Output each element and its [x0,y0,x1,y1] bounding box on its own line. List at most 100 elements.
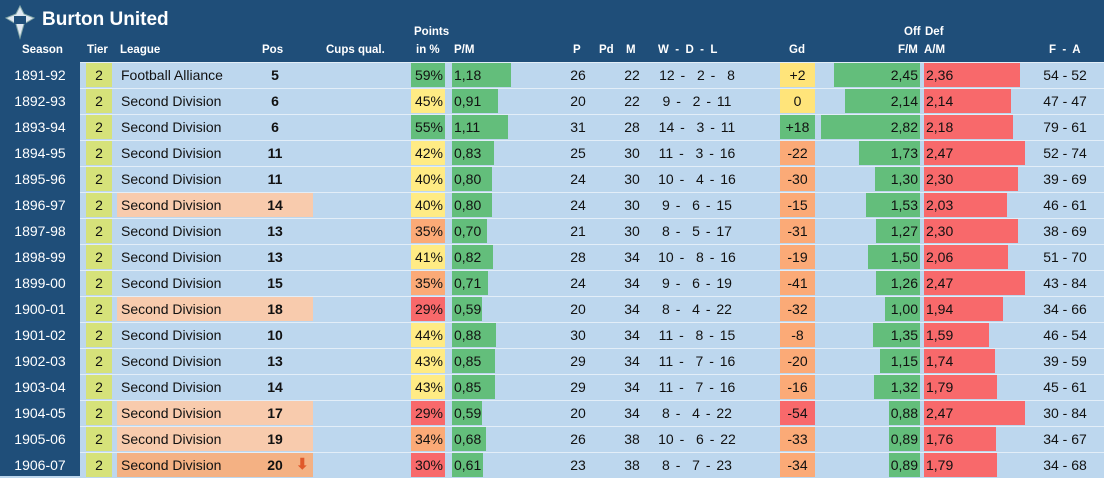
pos-cell: 11 [267,145,283,161]
points-cell: 25 [570,145,586,161]
goals-for-against-cell: 39 - 69 [1043,171,1087,187]
goal-diff-cell: -34 [780,453,815,477]
points-cell: 24 [570,171,586,187]
off-header: Off [904,26,921,38]
goals-for-against-cell: 43 - 84 [1043,275,1087,291]
matches-cell: 30 [624,223,640,239]
goal-diff-cell: -30 [780,167,815,191]
points-per-match-bar: 0,85 [452,349,495,373]
points-per-match-bar: 0,80 [452,193,492,217]
points-per-match-bar: 0,85 [452,375,495,399]
matches-cell: 22 [624,93,640,109]
season-cell: 1903-04 [14,379,66,395]
m-header: M [626,44,636,56]
season-cell: 1902-03 [14,353,66,369]
table-row[interactable]: 1894-95 2 Second Division 11 42% 0,83 25 30 11 -… [0,140,1104,166]
table-row[interactable]: 1891-92 2 Football Alliance 5 59% 1,18 26 22 12 … [0,62,1104,88]
matches-cell: 30 [624,197,640,213]
season-cell: 1900-01 [14,301,66,317]
wdl-cell: 11 - 7 - 16 [658,353,736,369]
season-cell: 1897-98 [14,223,66,239]
table-row[interactable]: 1898-99 2 Second Division 13 41% 0,82 28 34 10 -… [0,244,1104,270]
goals-for-per-match-bar: 2,14 [845,89,920,113]
league-cell: Second Division [121,379,222,395]
season-cell: 1891-92 [14,67,66,83]
pos-header: Pos [262,44,284,56]
table-row[interactable]: 1896-97 2 Second Division 14 40% 0,80 24 30 9 - … [0,192,1104,218]
points-per-match-bar: 0,59 [452,401,482,425]
league-cell: Second Division [121,171,222,187]
points-pct-cell: 41% [411,245,445,269]
pos-cell: 18 [267,301,283,317]
points-per-match-bar: 0,68 [452,427,486,451]
points-pct-cell: 59% [411,63,445,87]
points-cell: 20 [570,93,586,109]
season-cell: 1899-00 [14,275,66,291]
row-separator [80,140,1104,141]
matches-cell: 28 [624,119,640,135]
wdl-cell: 14 - 3 - 11 [658,119,736,135]
pos-cell: 19 [267,431,283,447]
goals-for-per-match-bar: 1,50 [867,245,920,269]
tier-cell: 2 [86,323,112,347]
goals-for-against-cell: 39 - 59 [1043,353,1087,369]
points-per-match-bar: 0,83 [452,141,494,165]
goals-for-per-match-bar: 0,89 [888,453,920,477]
goal-diff-cell: -22 [780,141,815,165]
goals-against-per-match-bar: 2,03 [924,193,1007,217]
goals-for-against-cell: 38 - 69 [1043,223,1087,239]
table-row[interactable]: 1893-94 2 Second Division 6 55% 1,11 31 28 14 - … [0,114,1104,140]
season-cell: 1893-94 [14,119,66,135]
goals-for-per-match-bar: 1,30 [874,167,920,191]
wdl-cell: 9 - 6 - 15 [662,197,732,213]
league-cell: Second Division [121,249,222,265]
goals-for-against-cell: 51 - 70 [1043,249,1087,265]
table-row[interactable]: 1905-06 2 Second Division 19 34% 0,68 26 38 10 -… [0,426,1104,452]
am-header: A/M [924,44,946,56]
league-cell: Second Division [121,145,222,161]
table-row[interactable]: 1895-96 2 Second Division 11 40% 0,80 24 30 10 -… [0,166,1104,192]
pos-cell: 6 [271,93,279,109]
points-pct-cell: 40% [411,193,445,217]
wdl-cell: 12 - 2 - 8 [659,67,735,83]
points-cell: 23 [570,457,586,473]
goals-against-per-match-bar: 2,47 [924,401,1025,425]
points-pct-cell: 29% [411,401,445,425]
matches-cell: 38 [624,431,640,447]
points-cell: 26 [570,67,586,83]
points-pct-cell: 40% [411,167,445,191]
goals-for-against-cell: 34 - 68 [1043,457,1087,473]
wdl-cell: 8 - 7 - 23 [662,457,732,473]
table-row[interactable]: 1906-07 2 Second Division 20 ⬇ 30% 0,61 23 38 8 -… [0,452,1104,478]
goals-for-per-match-bar: 1,73 [859,141,920,165]
table-row[interactable]: 1901-02 2 Second Division 10 44% 0,88 30 34 11 -… [0,322,1104,348]
wdl-cell: 11 - 7 - 16 [658,379,736,395]
points-pct-cell: 43% [411,349,445,373]
table-row[interactable]: 1902-03 2 Second Division 13 43% 0,85 29 34 11 -… [0,348,1104,374]
table-row[interactable]: 1903-04 2 Second Division 14 43% 0,85 29 34 11 -… [0,374,1104,400]
points-header: Points [414,26,450,38]
table-row[interactable]: 1899-00 2 Second Division 15 35% 0,71 24 34 9 - … [0,270,1104,296]
goals-for-against-cell: 34 - 67 [1043,431,1087,447]
wdl-cell: 11 - 8 - 15 [658,327,736,343]
row-separator [80,348,1104,349]
goal-diff-cell: -19 [780,245,815,269]
goals-for-against-cell: 34 - 66 [1043,301,1087,317]
goal-diff-cell: -31 [780,219,815,243]
row-separator [80,62,1104,63]
goals-for-per-match-bar: 1,26 [875,271,920,295]
table-row[interactable]: 1897-98 2 Second Division 13 35% 0,70 21 30 8 - … [0,218,1104,244]
pos-cell: 10 [267,327,283,343]
tier-cell: 2 [86,63,112,87]
goals-against-per-match-bar: 2,47 [924,141,1025,165]
goals-against-per-match-bar: 1,79 [924,453,997,477]
pd-header: Pd [599,44,614,56]
season-cell: 1892-93 [14,93,66,109]
tier-cell: 2 [86,375,112,399]
row-separator [80,296,1104,297]
table-row[interactable]: 1904-05 2 Second Division 17 29% 0,59 20 34 8 - … [0,400,1104,426]
wdl-header: W - D - L [658,44,718,56]
table-row[interactable]: 1892-93 2 Second Division 6 45% 0,91 20 22 9 - 2… [0,88,1104,114]
league-cell: Second Division [117,297,313,321]
table-row[interactable]: 1900-01 2 Second Division 18 29% 0,59 20 34 8 - … [0,296,1104,322]
